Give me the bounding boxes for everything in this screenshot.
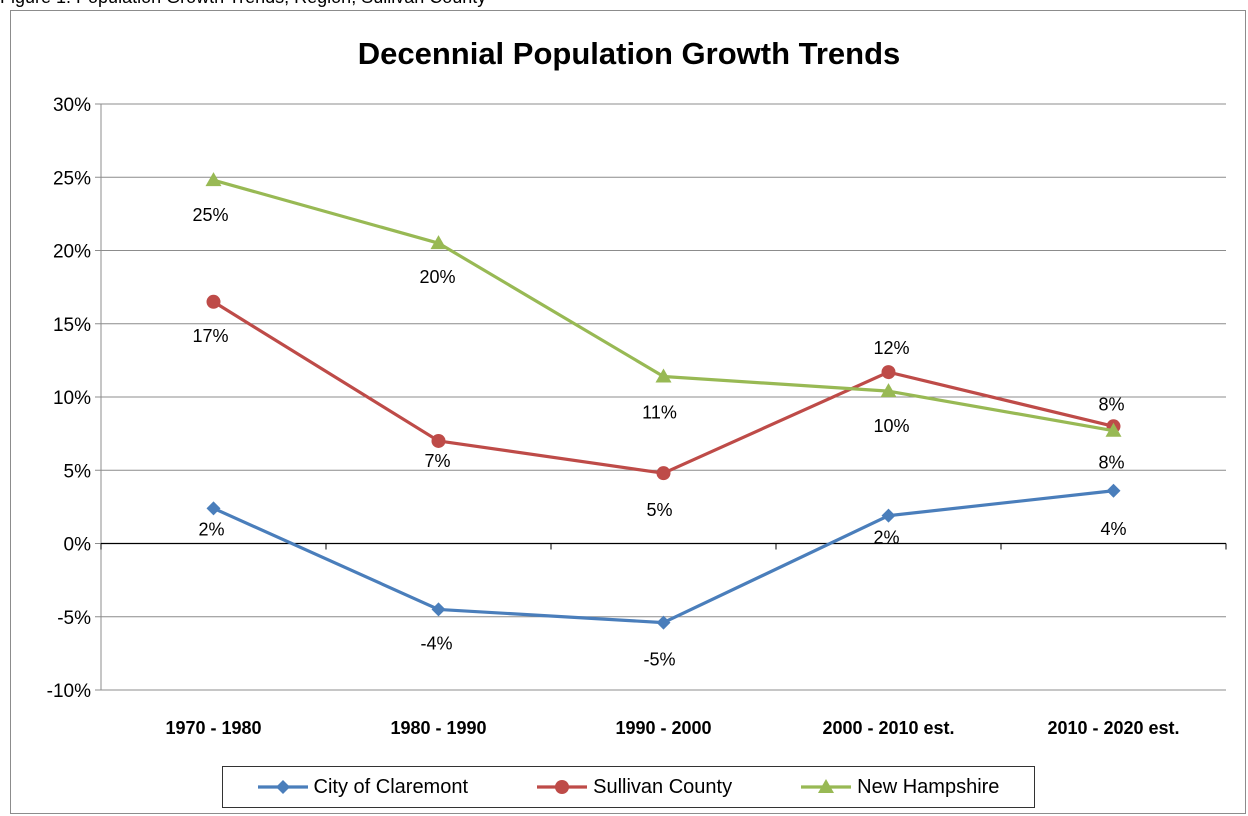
series-line-1 [212, 300, 1114, 475]
y-tick-label: 30% [53, 95, 91, 116]
data-labels: 2% -4% -5% 2% 4% 17% 7% 5% 12% 8% 25% 20% 11% 10% 8% [192, 205, 1126, 669]
x-tick-label: 1990 - 2000 [615, 718, 711, 738]
y-tick-label: 15% [53, 315, 91, 336]
y-tick-label: 0% [64, 535, 92, 556]
data-label: 8% [1098, 453, 1124, 473]
data-point-marker [1105, 422, 1122, 437]
legend-swatch [537, 780, 588, 794]
figure-caption: Figure 1. Population Growth Trends, Regi… [0, 0, 486, 8]
y-tick-label: 25% [53, 168, 91, 189]
data-label: 2% [198, 519, 224, 539]
data-point-marker [1106, 483, 1121, 498]
data-point-marker [656, 466, 671, 481]
x-tick-label: 2000 - 2010 est. [822, 718, 954, 738]
data-point-marker [206, 294, 221, 309]
legend-item-1: Sullivan County [537, 776, 732, 799]
y-tick-label: 5% [64, 461, 92, 482]
x-tick-label: 1980 - 1990 [390, 718, 486, 738]
data-label: 12% [873, 338, 909, 358]
data-label: 7% [424, 451, 450, 471]
legend-item-2: New Hampshire [801, 776, 999, 799]
data-label: 2% [873, 528, 899, 548]
y-tick-label: 10% [53, 388, 91, 409]
y-tick-label: 20% [53, 242, 91, 263]
data-point-marker [655, 368, 672, 383]
data-point-marker [881, 508, 896, 523]
data-label: 4% [1100, 519, 1126, 539]
data-point-marker [431, 602, 446, 617]
chart-title: Decennial Population Growth Trends [357, 36, 901, 71]
legend-label: New Hampshire [857, 775, 1000, 798]
data-label: 8% [1098, 394, 1124, 414]
gridlines [101, 103, 1226, 691]
data-label: 17% [192, 326, 228, 346]
axes: -10% -5% 0% 5% 10% 15% 20% 25% 30% 1970 - 1980 198… [47, 95, 1227, 738]
data-point-marker [880, 383, 897, 398]
legend-swatch-marker [555, 780, 570, 794]
x-tick-label: 1970 - 1980 [165, 718, 261, 738]
data-label: 25% [192, 205, 228, 225]
legend-label: City of Claremont [313, 775, 469, 798]
chart-frame [10, 10, 1246, 814]
data-label: 20% [419, 267, 455, 287]
legend-label: Sullivan County [593, 775, 733, 798]
y-tick-label: -10% [47, 681, 91, 702]
data-point-marker [431, 433, 446, 448]
data-label: 11% [642, 402, 677, 422]
legend-item-0: City of Claremont [257, 775, 469, 799]
data-label: 10% [873, 416, 909, 436]
legend: City of Claremont Sullivan County New Hamp… [222, 766, 1035, 808]
legend-swatch-marker [275, 780, 290, 794]
legend-swatch [257, 780, 308, 794]
series-lines [205, 172, 1122, 630]
legend-swatch-marker [818, 779, 835, 793]
data-point-marker [430, 235, 447, 250]
data-point-marker [881, 365, 896, 380]
data-point-marker [656, 615, 671, 630]
x-tick-label: 2010 - 2020 est. [1047, 718, 1179, 738]
data-point-marker [206, 501, 221, 516]
data-point-marker [205, 172, 222, 187]
legend-swatch [801, 779, 852, 793]
y-tick-label: -5% [57, 608, 91, 629]
data-label: -4% [420, 633, 452, 653]
data-label: 5% [646, 500, 672, 520]
data-label: -5% [643, 650, 675, 670]
